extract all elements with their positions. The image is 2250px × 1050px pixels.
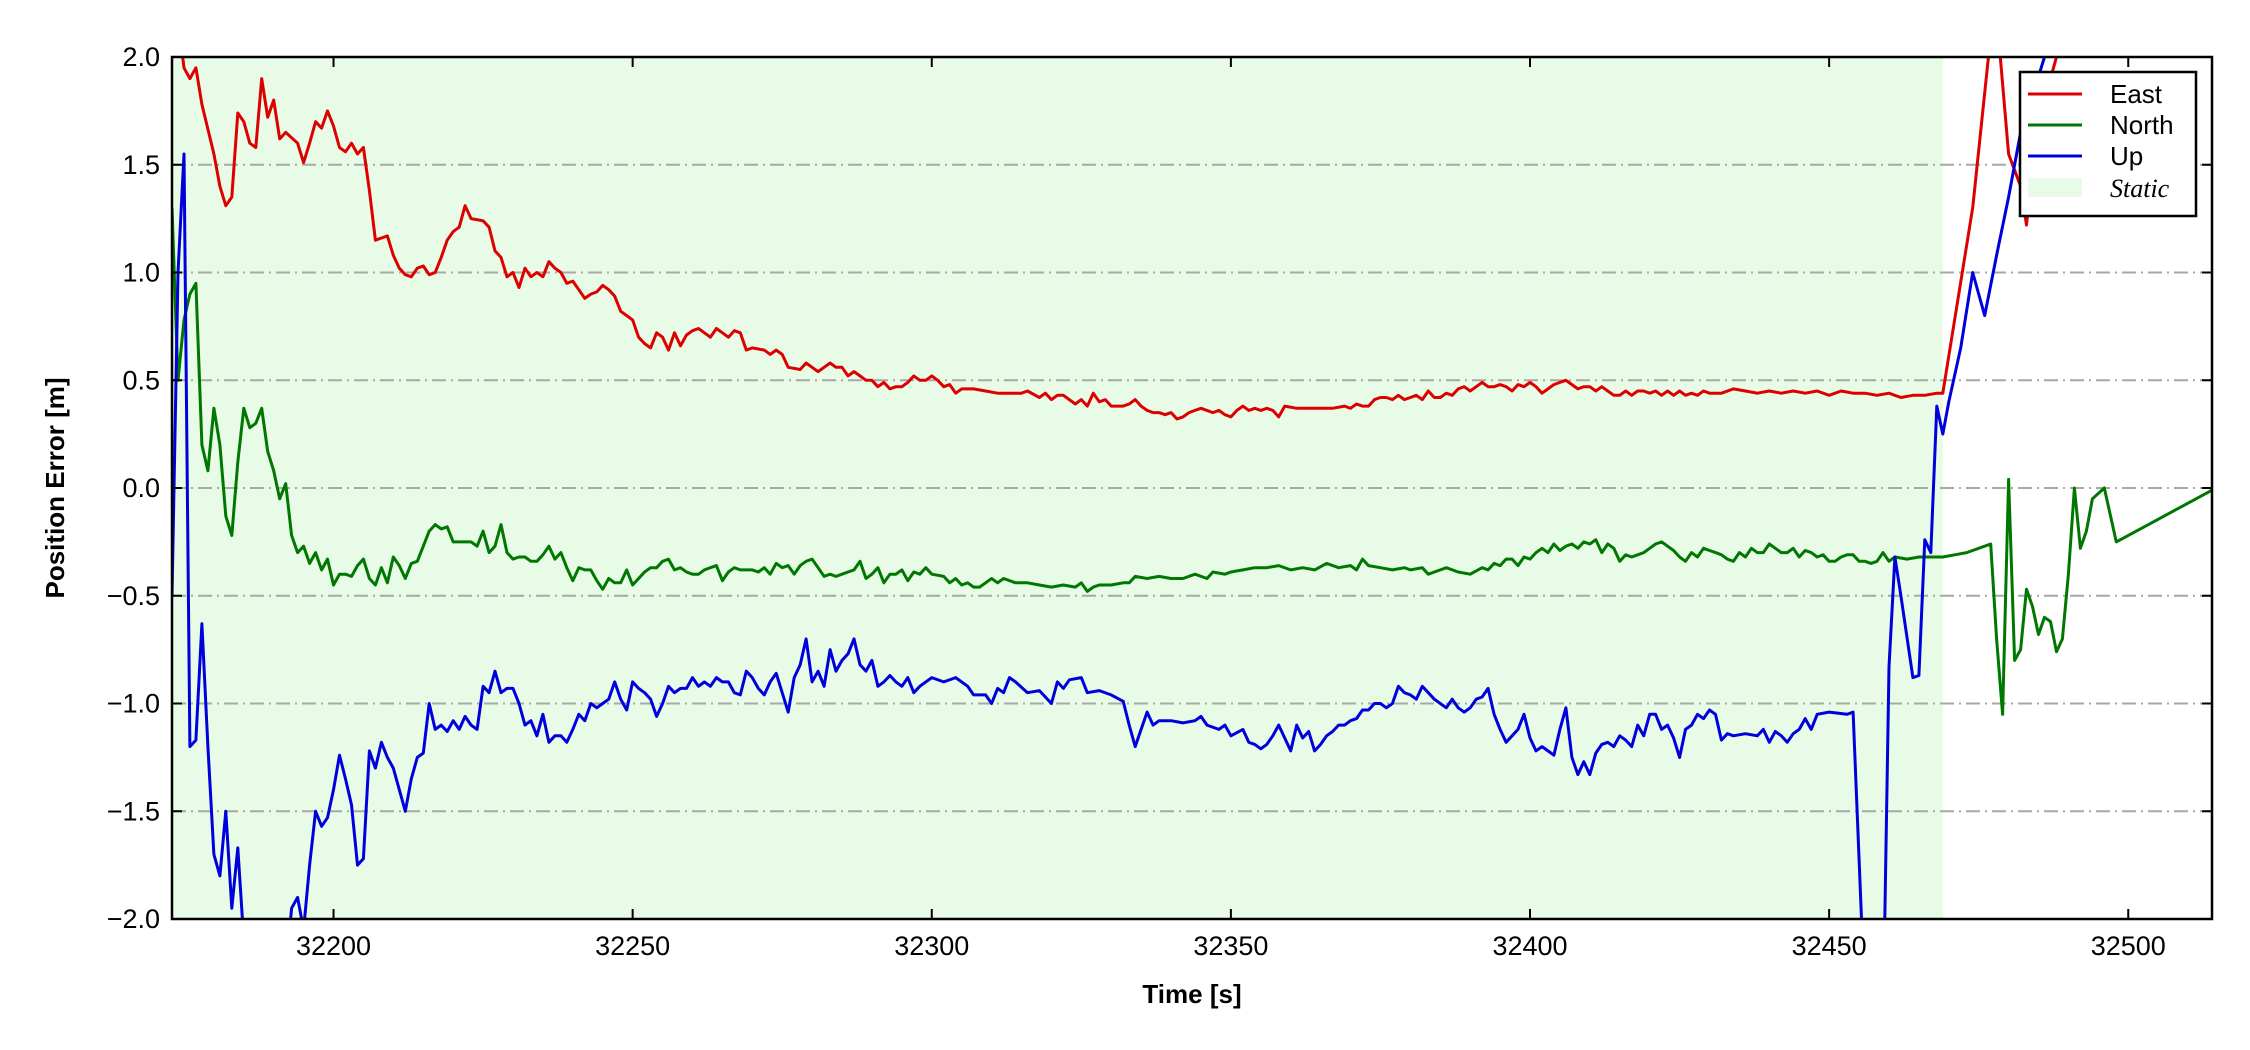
series-line-north	[172, 207, 2212, 716]
y-tick-label: −0.5	[107, 581, 160, 611]
x-tick-label: 32450	[1792, 931, 1867, 961]
x-tick-label: 32200	[296, 931, 371, 961]
series-line-up	[172, 57, 2047, 919]
x-tick-label: 32250	[595, 931, 670, 961]
axis-ticks: 32200 32250 32300 32350 32400 32450 32500 −2.0 −…	[107, 42, 2212, 961]
y-tick-label: −1.0	[107, 689, 160, 719]
legend-label-up: Up	[2110, 141, 2143, 171]
x-tick-label: 32500	[2091, 931, 2166, 961]
y-axis-label: Position Error [m]	[40, 377, 70, 598]
y-tick-label: −2.0	[107, 904, 160, 934]
y-tick-label: 2.0	[122, 42, 160, 72]
y-tick-label: 1.0	[122, 258, 160, 288]
y-tick-label: −1.5	[107, 796, 160, 826]
legend-label-static: Static	[2110, 174, 2170, 203]
x-axis-label: Time [s]	[1142, 979, 1241, 1009]
legend-label-north: North	[2110, 110, 2174, 140]
legend-label-east: East	[2110, 79, 2163, 109]
x-tick-label: 32400	[1492, 931, 1567, 961]
x-tick-label: 32350	[1193, 931, 1268, 961]
series-line-east	[181, 57, 2059, 421]
legend-swatch-static	[2028, 178, 2082, 197]
legend: East North Up Static	[2018, 70, 2198, 218]
y-tick-label: 0.5	[122, 365, 160, 395]
y-tick-label: 0.0	[122, 473, 160, 503]
y-tick-label: 1.5	[122, 150, 160, 180]
x-tick-label: 32300	[894, 931, 969, 961]
series-lines	[172, 57, 2212, 919]
